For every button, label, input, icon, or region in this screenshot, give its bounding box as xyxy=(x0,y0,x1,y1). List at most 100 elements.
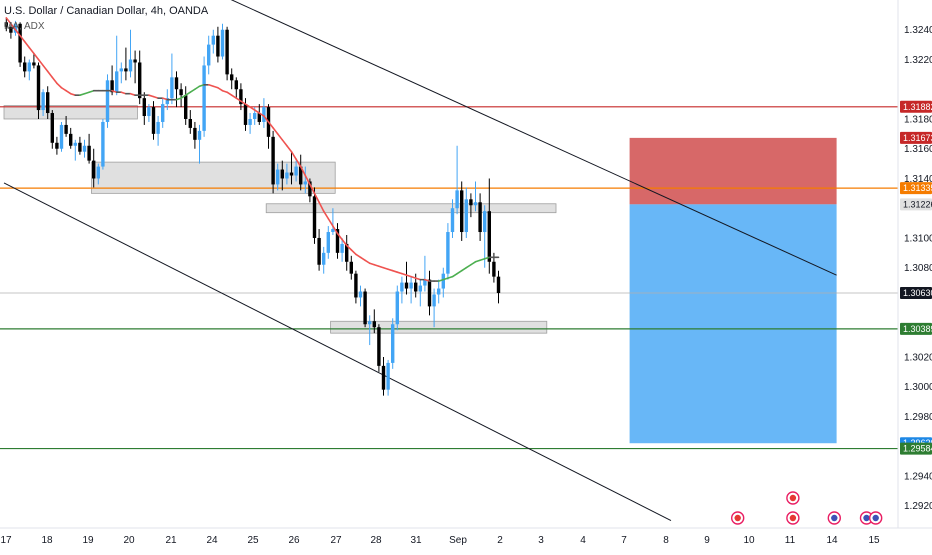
moving-average-segment xyxy=(368,262,376,266)
candle-body xyxy=(289,172,294,176)
moving-average-segment xyxy=(479,257,486,262)
candle-body xyxy=(69,133,73,146)
time-tick-label: 18 xyxy=(41,535,53,546)
support-resistance-zone[interactable] xyxy=(3,105,138,120)
candle-body xyxy=(377,327,381,366)
price-tag-label: 1.29584 xyxy=(903,444,932,454)
moving-average-segment xyxy=(396,271,403,275)
candle-body xyxy=(294,166,298,176)
candle-body xyxy=(133,59,137,63)
moving-average-segment xyxy=(263,115,270,123)
time-tick-label: 19 xyxy=(82,535,94,546)
moving-average-segment xyxy=(483,256,491,260)
candle-body xyxy=(496,276,501,294)
candle-body xyxy=(151,107,156,134)
moving-average-segment xyxy=(111,89,118,94)
candle-body xyxy=(354,273,358,298)
candle-body xyxy=(18,23,22,63)
moving-average-segment xyxy=(460,266,468,272)
flag-icon xyxy=(789,514,797,522)
price-tag xyxy=(900,131,932,144)
candle-body xyxy=(4,22,8,27)
time-tick-label: 21 xyxy=(165,535,177,546)
time-tick-label: 8 xyxy=(663,535,669,546)
moving-average-segment xyxy=(313,192,320,204)
price-tag xyxy=(900,182,932,195)
moving-average-segment xyxy=(180,94,187,99)
price-tag-label: 1.31882 xyxy=(903,102,932,112)
moving-average-segment xyxy=(28,46,35,55)
moving-average-segment xyxy=(189,88,196,94)
candle-body xyxy=(216,35,220,57)
candle-body xyxy=(124,68,128,72)
candle-body xyxy=(262,107,266,122)
moving-average-segment xyxy=(424,278,431,282)
candle-body xyxy=(326,232,330,253)
moving-average-segment xyxy=(88,89,95,94)
candle-body xyxy=(243,104,248,125)
candle-body xyxy=(423,279,427,286)
moving-average-segment xyxy=(350,249,357,256)
moving-average-segment xyxy=(387,268,394,272)
support-resistance-zone[interactable] xyxy=(265,203,557,214)
time-tick-label: 10 xyxy=(743,535,755,546)
candle-body xyxy=(391,324,395,363)
candle-body xyxy=(73,142,77,146)
candle-body xyxy=(487,211,491,262)
moving-average-segment xyxy=(148,94,155,98)
price-tick-label: 1.31400 xyxy=(904,174,932,185)
candle-body xyxy=(455,190,459,209)
candle-body xyxy=(478,202,482,233)
moving-average-segment xyxy=(332,225,339,235)
moving-average-segment xyxy=(83,91,90,95)
moving-average-segment xyxy=(318,201,325,212)
candle-body xyxy=(92,160,96,179)
candle-body xyxy=(492,261,496,277)
candle-body xyxy=(211,35,215,45)
moving-average-segment xyxy=(10,22,17,31)
moving-average-segment xyxy=(56,82,63,89)
candle-body xyxy=(23,62,27,72)
candle-body xyxy=(271,136,275,185)
moving-average-segment xyxy=(327,217,334,227)
price-tick-label: 1.31600 xyxy=(904,144,932,155)
candle-body xyxy=(460,190,464,233)
moving-average-segment xyxy=(184,91,192,96)
candle-body xyxy=(96,166,100,179)
moving-average-segment xyxy=(217,86,224,92)
candle-body xyxy=(363,291,367,325)
take-profit-zone[interactable] xyxy=(629,204,837,444)
candle-body xyxy=(174,77,179,90)
candle-body xyxy=(27,62,31,72)
candle-body xyxy=(55,142,59,149)
stop-loss-zone[interactable] xyxy=(629,137,837,205)
time-tick-label: Sep xyxy=(449,535,467,546)
moving-average-segment xyxy=(258,112,265,117)
moving-average-segment xyxy=(207,83,215,88)
moving-average-segment xyxy=(304,174,311,186)
candle-body xyxy=(322,252,326,265)
moving-average-segment xyxy=(23,40,31,49)
candle-body xyxy=(400,282,404,292)
candle-body xyxy=(331,229,335,233)
flag-icon xyxy=(863,514,870,522)
candle-body xyxy=(36,65,41,111)
price-tick-label: 1.30800 xyxy=(904,263,932,274)
candle-body xyxy=(207,44,211,66)
time-tick-label: 4 xyxy=(580,535,586,546)
candle-body xyxy=(179,89,183,96)
candle-body xyxy=(202,65,206,131)
time-tick-label: 9 xyxy=(704,535,710,546)
time-tick-label: 31 xyxy=(410,535,422,546)
moving-average-segment xyxy=(437,278,445,282)
candle-body xyxy=(239,89,243,105)
trendline[interactable] xyxy=(216,0,837,276)
candle-body xyxy=(395,291,399,325)
support-resistance-zone[interactable] xyxy=(330,320,548,334)
price-tick-label: 1.31000 xyxy=(904,233,932,244)
moving-average-segment xyxy=(46,70,54,79)
time-tick-label: 11 xyxy=(785,535,796,546)
trendline[interactable] xyxy=(3,182,672,522)
